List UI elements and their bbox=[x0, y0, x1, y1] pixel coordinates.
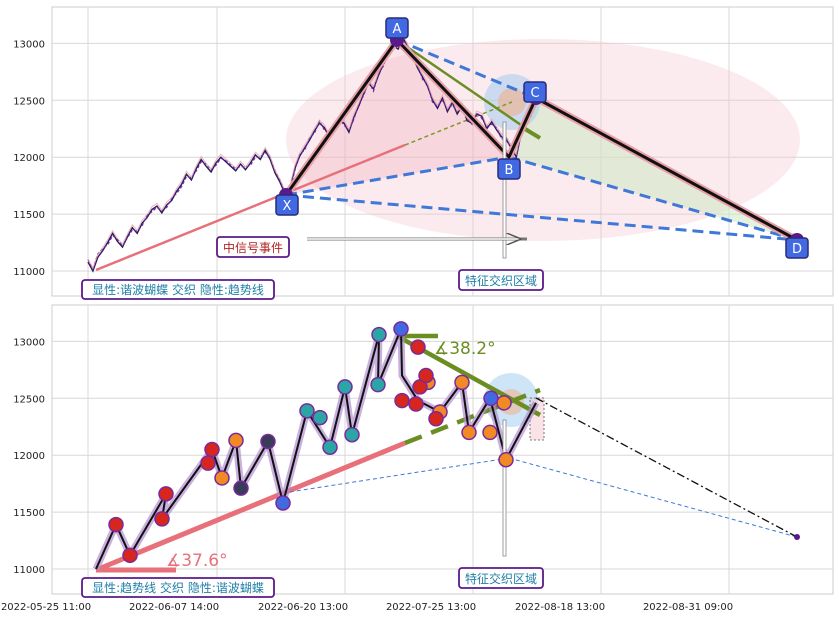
signal-marker bbox=[214, 470, 230, 486]
x-axis: 2022-05-25 11:00 2022-06-07 14:00 2022-06-… bbox=[1, 602, 733, 613]
signal-marker bbox=[228, 432, 244, 449]
label-d-text: D bbox=[792, 242, 802, 257]
signal-marker bbox=[122, 547, 138, 564]
angle-label-salmon: ∡37.6° bbox=[166, 551, 228, 571]
label-a-text: A bbox=[393, 22, 402, 37]
y-tick-label: 13000 bbox=[13, 39, 45, 50]
y-tick-label: 13000 bbox=[13, 337, 45, 348]
signal-marker bbox=[200, 455, 216, 471]
y-tick-label: 12500 bbox=[13, 96, 45, 107]
label-x: X bbox=[275, 194, 299, 216]
signal-marker bbox=[158, 486, 174, 502]
y-tick-label: 11000 bbox=[13, 565, 45, 576]
signal-marker bbox=[482, 424, 498, 441]
top-panel: 11000 11500 12000 12500 13000 bbox=[13, 6, 834, 297]
pattern-desc-top: 显性:谐波蝴蝶 交织 隐性:趋势线 bbox=[81, 279, 275, 300]
signal-event-label: 中信号事件 bbox=[216, 236, 290, 258]
pattern-desc-text-bottom: 显性:趋势线 交织 隐性:谐波蝴蝶 bbox=[92, 580, 264, 595]
y-tick-label: 12000 bbox=[13, 451, 45, 462]
signal-marker bbox=[344, 426, 360, 443]
signal-marker bbox=[108, 516, 124, 533]
label-b: B bbox=[497, 158, 521, 180]
blue-dash-xd bbox=[285, 193, 798, 242]
x-tick-label: 2022-06-20 13:00 bbox=[258, 602, 348, 613]
blue-dash-xb bbox=[285, 155, 510, 197]
bottom-blue-dash-1 bbox=[282, 457, 510, 494]
projection-end-dot bbox=[794, 534, 800, 540]
projection-line bbox=[535, 397, 798, 538]
signal-marker bbox=[454, 374, 470, 391]
signal-markers bbox=[108, 321, 514, 564]
signal-marker bbox=[337, 379, 353, 395]
y-tick-label: 11000 bbox=[13, 267, 45, 278]
signal-marker bbox=[418, 367, 434, 384]
signal-marker bbox=[371, 326, 387, 343]
signal-marker bbox=[393, 321, 409, 337]
feature-zone-text-bottom: 特征交织区域 bbox=[465, 571, 537, 586]
signal-marker bbox=[299, 403, 315, 419]
point-labels: X A B C D bbox=[275, 17, 809, 259]
x-tick-label: 2022-06-07 14:00 bbox=[129, 602, 219, 613]
signal-marker bbox=[154, 511, 170, 527]
x-tick-label: 2022-07-25 13:00 bbox=[386, 602, 476, 613]
feature-zone-label-top: 特征交织区域 bbox=[458, 269, 544, 291]
y-tick-label: 11500 bbox=[13, 508, 45, 519]
label-a: A bbox=[385, 17, 409, 39]
bottom-event-marker bbox=[502, 419, 507, 557]
signal-marker bbox=[394, 392, 410, 409]
signal-marker bbox=[233, 480, 249, 496]
pattern-legs bbox=[284, 38, 798, 242]
angle-label-olive: ∡38.2° bbox=[434, 339, 496, 359]
signal-marker bbox=[496, 395, 512, 411]
x-tick-label: 2022-08-18 13:00 bbox=[515, 602, 605, 613]
signal-marker bbox=[428, 411, 444, 427]
blue-dash-ac bbox=[396, 38, 537, 100]
x-tick-label: 2022-05-25 11:00 bbox=[1, 602, 91, 613]
signal-marker bbox=[204, 441, 220, 458]
signal-event-text: 中信号事件 bbox=[223, 240, 283, 255]
y-tick-label: 12500 bbox=[13, 394, 45, 405]
x-tick-label: 2022-08-31 09:00 bbox=[643, 602, 733, 613]
olive-line bbox=[396, 38, 541, 140]
signal-marker bbox=[322, 439, 338, 455]
label-c-text: C bbox=[530, 86, 539, 101]
signal-marker bbox=[275, 495, 291, 511]
signal-marker bbox=[408, 396, 424, 412]
trendline bbox=[95, 143, 406, 272]
y-tick-label: 12000 bbox=[13, 153, 45, 164]
label-x-text: X bbox=[283, 199, 292, 214]
bottom-trendline bbox=[95, 440, 406, 573]
signal-marker bbox=[370, 376, 386, 393]
top-harmonic-pattern bbox=[87, 33, 804, 273]
signal-marker bbox=[410, 339, 426, 355]
label-b-text: B bbox=[505, 163, 514, 178]
bottom-pattern bbox=[92, 321, 800, 573]
y-tick-label: 11500 bbox=[13, 210, 45, 221]
event-marker bbox=[502, 121, 507, 259]
signal-marker bbox=[498, 451, 514, 468]
bottom-olive-dashed bbox=[404, 387, 541, 446]
label-d: D bbox=[785, 237, 809, 259]
pattern-desc-bottom: 显性:趋势线 交织 隐性:谐波蝴蝶 bbox=[81, 577, 275, 598]
feature-zone-label-bottom: 特征交织区域 bbox=[458, 567, 544, 589]
label-c: C bbox=[523, 81, 547, 103]
signal-marker bbox=[483, 390, 499, 407]
signal-marker bbox=[312, 409, 328, 426]
xab-triangle-fill bbox=[286, 40, 509, 195]
feature-zone-text-top: 特征交织区域 bbox=[465, 273, 537, 288]
signal-marker bbox=[461, 424, 477, 441]
bottom-blue-dash-2 bbox=[508, 457, 798, 538]
olive-dashed bbox=[404, 101, 513, 146]
pattern-desc-text-top: 显性:谐波蝴蝶 交织 隐性:趋势线 bbox=[92, 282, 264, 297]
signal-marker bbox=[260, 433, 276, 450]
